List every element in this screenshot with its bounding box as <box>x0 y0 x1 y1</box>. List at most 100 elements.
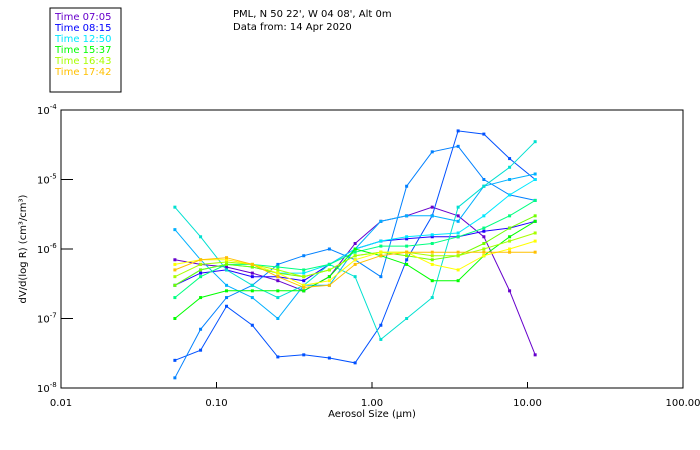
data-point <box>302 275 306 279</box>
data-point <box>405 244 409 248</box>
data-point <box>430 254 434 258</box>
data-point <box>250 262 254 266</box>
data-point <box>250 283 254 287</box>
data-point <box>379 254 383 258</box>
data-point <box>456 205 460 209</box>
data-point <box>379 337 383 341</box>
data-point <box>508 178 512 181</box>
data-point <box>276 265 280 269</box>
series-line <box>174 179 536 286</box>
y-tick-label: 10-7 <box>37 312 57 326</box>
data-point <box>430 233 434 237</box>
data-point <box>482 132 486 136</box>
series-d <box>173 140 537 341</box>
data-point <box>482 226 486 230</box>
data-point <box>353 361 357 365</box>
x-axis-label: Aerosol Size (µm) <box>328 409 416 420</box>
data-point <box>430 214 434 218</box>
data-point <box>276 289 280 293</box>
data-point <box>482 247 486 251</box>
data-point <box>250 271 254 275</box>
chart-title: PML, N 50 22', W 04 08', Alt 0m <box>233 9 392 20</box>
data-point <box>482 178 486 181</box>
data-point <box>456 219 460 223</box>
data-point <box>173 268 177 272</box>
data-point <box>508 214 512 218</box>
data-point <box>379 219 383 223</box>
series-line <box>174 215 536 286</box>
series-line <box>174 130 536 364</box>
data-point <box>379 239 383 243</box>
data-point <box>405 317 409 320</box>
data-point <box>508 289 512 293</box>
data-point <box>327 262 331 266</box>
y-tick-exponent: -4 <box>50 103 58 111</box>
data-point <box>430 241 434 245</box>
legend-entry: Time 17:42 <box>54 67 111 78</box>
series-line <box>174 141 536 341</box>
data-point <box>508 157 512 161</box>
data-point <box>379 323 383 327</box>
data-point <box>173 228 177 232</box>
data-point <box>430 205 434 209</box>
data-point <box>302 283 306 287</box>
y-tick-exponent: -7 <box>50 312 57 320</box>
data-point <box>533 250 537 254</box>
data-point <box>327 279 331 283</box>
y-tick-label: 10-4 <box>37 103 57 117</box>
data-point <box>199 275 203 279</box>
data-point <box>225 262 229 266</box>
data-point <box>456 254 460 258</box>
data-point <box>353 250 357 254</box>
data-point <box>508 247 512 251</box>
data-point <box>482 241 486 245</box>
data-point <box>508 165 512 169</box>
data-point <box>456 235 460 239</box>
series-16:43 <box>173 231 537 279</box>
data-point <box>250 296 254 300</box>
data-point <box>302 353 306 357</box>
data-point <box>353 275 357 279</box>
data-point <box>533 172 537 176</box>
data-point <box>353 258 357 262</box>
data-point <box>482 254 486 258</box>
data-point <box>225 256 229 260</box>
legend-entry: Time 08:15 <box>54 23 111 34</box>
data-point <box>430 296 434 300</box>
y-tick-exponent: -8 <box>50 381 57 389</box>
legend-entry: Time 15:37 <box>54 45 111 56</box>
data-point <box>456 279 460 283</box>
data-point <box>199 348 203 352</box>
data-point <box>276 279 280 283</box>
data-point <box>456 268 460 272</box>
data-point <box>482 250 486 254</box>
series-15:37 <box>173 219 537 320</box>
data-point <box>173 262 177 266</box>
data-point <box>173 275 177 279</box>
series-a <box>173 129 537 365</box>
data-point <box>225 260 229 264</box>
data-point <box>508 226 512 230</box>
data-point <box>405 250 409 254</box>
data-point <box>533 178 537 181</box>
data-point <box>173 376 177 380</box>
data-point <box>379 275 383 279</box>
data-point <box>199 235 203 239</box>
y-tick-label: 10-6 <box>37 242 57 256</box>
data-point <box>327 247 331 251</box>
data-point <box>302 285 306 289</box>
data-point <box>405 254 409 258</box>
data-point <box>276 296 280 300</box>
data-point <box>482 184 486 188</box>
data-point <box>276 268 280 272</box>
data-point <box>533 219 537 223</box>
data-point <box>225 304 229 308</box>
data-point <box>327 356 331 360</box>
y-tick-label: 10-5 <box>37 173 57 187</box>
data-point <box>225 283 229 287</box>
data-point <box>225 265 229 269</box>
data-point <box>430 150 434 154</box>
data-point <box>276 317 280 320</box>
data-point <box>405 184 409 188</box>
data-point <box>225 296 229 300</box>
